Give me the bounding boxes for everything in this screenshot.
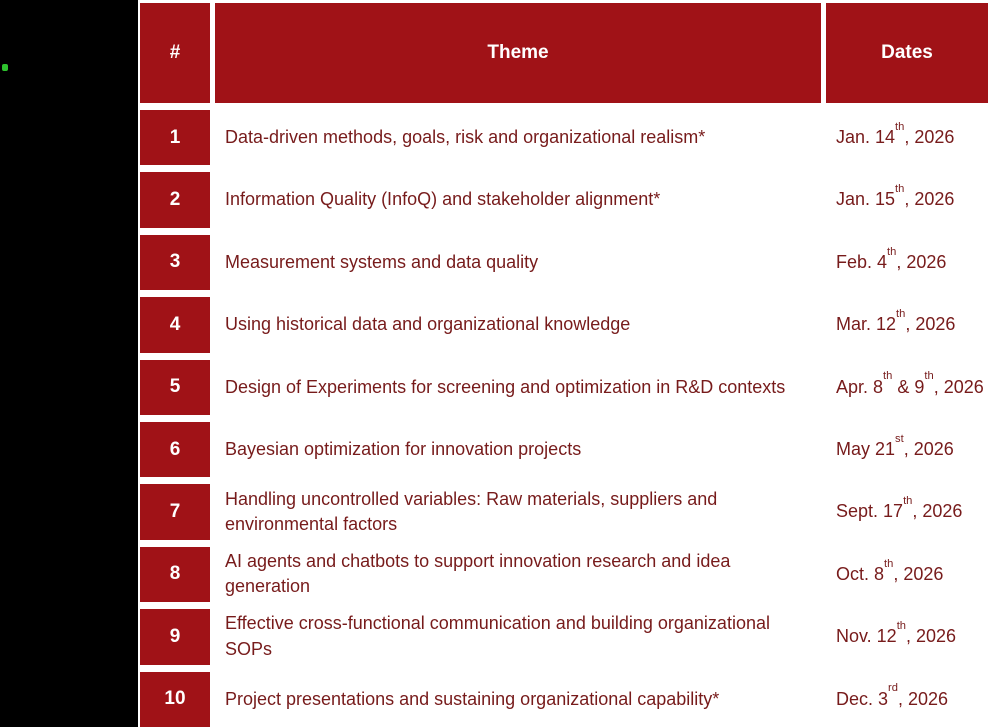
date-cell: Feb. 4th, 2026 <box>826 235 988 290</box>
row-number-cell: 9 <box>140 609 210 665</box>
date-text: May 21st, 2026 <box>836 432 954 459</box>
date-text: Feb. 4th, 2026 <box>836 245 947 272</box>
row-number: 7 <box>169 501 181 523</box>
theme-text: Data-driven methods, goals, risk and org… <box>225 126 706 147</box>
date-text: Sept. 17th, 2026 <box>836 495 963 522</box>
row-number-cell: 10 <box>140 671 210 727</box>
theme-cell: Design of Experiments for screening and … <box>215 360 821 415</box>
date-cell: Jan. 14th, 2026 <box>826 110 988 165</box>
row-number-cell: 6 <box>140 422 210 478</box>
theme-text: Handling uncontrolled variables: Raw mat… <box>225 488 718 535</box>
row-number-cell: 2 <box>140 172 210 228</box>
row-number-cell: 5 <box>140 359 210 415</box>
row-number: 5 <box>169 376 181 398</box>
row-number: 2 <box>169 189 181 211</box>
date-cell: Oct. 8th, 2026 <box>826 547 988 602</box>
date-cell: May 21st, 2026 <box>826 422 988 477</box>
column-header-theme: Theme <box>215 3 821 103</box>
date-text: Apr. 8th & 9th, 2026 <box>836 370 984 397</box>
date-text: Jan. 15th, 2026 <box>836 183 955 210</box>
theme-text: Effective cross-functional communication… <box>225 613 770 659</box>
row-number: 3 <box>169 251 181 273</box>
theme-text: Design of Experiments for screening and … <box>225 376 786 397</box>
date-text: Mar. 12th, 2026 <box>836 307 956 335</box>
row-number: 9 <box>169 625 181 647</box>
column-header-dates: Dates <box>826 3 988 103</box>
date-text: Nov. 12th, 2026 <box>836 619 957 647</box>
row-number: 1 <box>169 126 181 148</box>
date-cell: Jan. 15th, 2026 <box>826 172 988 227</box>
date-text: Jan. 14th, 2026 <box>836 120 955 147</box>
date-cell: Apr. 8th & 9th, 2026 <box>826 360 988 415</box>
theme-cell: Using historical data and organizational… <box>215 297 821 352</box>
date-text: Oct. 8th, 2026 <box>836 557 944 584</box>
date-cell: Dec. 3rd, 2026 <box>826 672 988 727</box>
theme-cell: Information Quality (InfoQ) and stakehol… <box>215 172 821 227</box>
theme-cell: Bayesian optimization for innovation pro… <box>215 422 821 477</box>
date-cell: Mar. 12th, 2026 <box>826 297 988 352</box>
schedule-grid: # Theme Dates 1 Data-driven methods, goa… <box>140 3 988 727</box>
theme-text: Bayesian optimization for innovation pro… <box>225 438 582 459</box>
theme-text: Information Quality (InfoQ) and stakehol… <box>225 189 661 210</box>
theme-cell: Effective cross-functional communication… <box>215 609 821 664</box>
date-cell: Sept. 17th, 2026 <box>826 484 988 539</box>
row-number: 6 <box>169 438 181 460</box>
row-number: 8 <box>169 563 181 585</box>
theme-text: Using historical data and organizational… <box>225 314 631 335</box>
column-header-number: # <box>140 3 210 103</box>
theme-cell: Measurement systems and data quality <box>215 235 821 290</box>
theme-cell: Project presentations and sustaining org… <box>215 672 821 727</box>
green-status-dot <box>2 64 8 71</box>
row-number: 10 <box>164 688 186 710</box>
row-number-cell: 8 <box>140 546 210 603</box>
theme-text: Project presentations and sustaining org… <box>225 688 720 709</box>
theme-text: Measurement systems and data quality <box>225 251 539 272</box>
row-number: 4 <box>169 313 181 335</box>
theme-cell: AI agents and chatbots to support innova… <box>215 547 821 602</box>
row-number-cell: 3 <box>140 234 210 291</box>
theme-cell: Data-driven methods, goals, risk and org… <box>215 110 821 165</box>
schedule-table: # Theme Dates 1 Data-driven methods, goa… <box>138 0 996 727</box>
row-number-cell: 7 <box>140 484 210 540</box>
row-number-cell: 1 <box>140 110 210 166</box>
date-text: Dec. 3rd, 2026 <box>836 682 948 709</box>
theme-text: AI agents and chatbots to support innova… <box>225 550 731 597</box>
theme-cell: Handling uncontrolled variables: Raw mat… <box>215 484 821 539</box>
date-cell: Nov. 12th, 2026 <box>826 609 988 664</box>
row-number-cell: 4 <box>140 297 210 353</box>
